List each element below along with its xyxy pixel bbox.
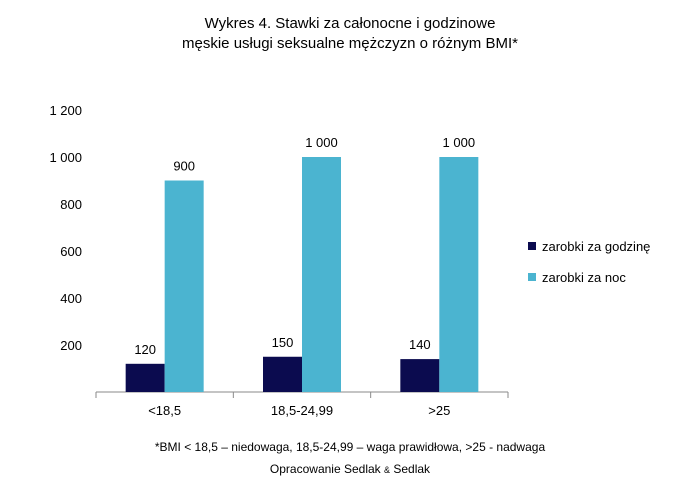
data-label-hourly: 140 [409, 337, 431, 352]
data-label-hourly: 120 [134, 342, 156, 357]
credit-amp: & [384, 465, 391, 475]
chart-title-line1: Wykres 4. Stawki za całonocne i godzinow… [204, 15, 496, 32]
credit-end: Sedlak [393, 462, 431, 476]
data-label-night: 1 000 [305, 135, 338, 150]
x-tick-label: <18,5 [148, 403, 181, 418]
legend-swatch-night [528, 273, 536, 281]
y-tick-label: 200 [60, 338, 82, 353]
data-label-hourly: 150 [272, 335, 294, 350]
x-tick-label: 18,5-24,99 [271, 403, 333, 418]
legend-label-hourly: zarobki za godzinę [542, 238, 651, 254]
credit-main: Opracowanie Sedlak [269, 462, 381, 476]
chart-title-line2: męskie usługi seksualne mężczyzn o różny… [182, 35, 518, 52]
y-tick-label: 800 [60, 197, 82, 212]
y-tick-label: 1 000 [49, 150, 82, 165]
legend: zarobki za godzinę zarobki za noc [528, 236, 650, 298]
data-label-night: 900 [173, 159, 195, 174]
bar-night [164, 180, 204, 392]
chart-title: Wykres 4. Stawki za całonocne i godzinow… [0, 14, 700, 54]
legend-swatch-hourly [528, 242, 536, 250]
legend-item-night: zarobki za noc [528, 267, 650, 287]
bar-hourly [400, 359, 440, 392]
footnote: *BMI < 18,5 – niedowaga, 18,5-24,99 – wa… [154, 440, 546, 454]
data-label-night: 1 000 [443, 135, 476, 150]
bar-hourly [125, 363, 165, 392]
bar-hourly [263, 356, 302, 392]
y-tick-label: 400 [60, 291, 82, 306]
y-tick-label: 600 [60, 244, 82, 259]
y-tick-label: 1 200 [49, 103, 82, 118]
bar-night [302, 157, 341, 392]
x-tick-label: >25 [428, 403, 450, 418]
credit: Opracowanie Sedlak & Sedlak [0, 462, 700, 476]
legend-label-night: zarobki za noc [542, 269, 626, 285]
bar-night [439, 157, 479, 392]
legend-item-hourly: zarobki za godzinę [528, 236, 650, 256]
